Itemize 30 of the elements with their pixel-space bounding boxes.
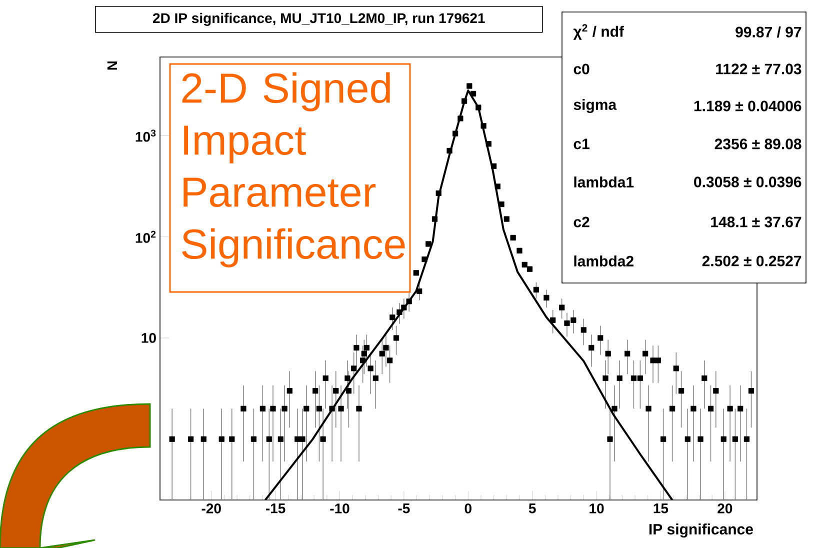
annotation: 2356 ± 89.08 <box>714 138 802 150</box>
annotation: lambda1 <box>574 176 634 188</box>
x-tick-label: 10 <box>590 504 604 514</box>
chart-title: 2D IP significance, MU_JT10_L2M0_IP, run 179621 <box>152 12 485 26</box>
x-tick-label: 15 <box>654 504 668 514</box>
x-tick-label: 0 <box>464 504 472 514</box>
annotation: 2.502 ± 0.2527 <box>702 256 802 266</box>
x-tick-label: -20 <box>202 504 221 514</box>
annotation: lambda2 <box>574 255 634 266</box>
y-axis-title: N <box>107 61 118 70</box>
annotation: 1.189 ± 0.04006 <box>694 100 802 112</box>
annotation: sigma <box>574 98 617 114</box>
y-tick-label: 10$^{3}$ <box>136 130 156 142</box>
x-tick-label: 5 <box>528 504 536 514</box>
x-tick-label: 20 <box>718 504 732 514</box>
y-tick-label: 10 <box>142 333 156 343</box>
annotation: 1122 ± 77.03 <box>716 64 802 74</box>
annotation: 148.1 ± 37.67 <box>711 216 802 228</box>
annotation: c1 <box>574 138 590 150</box>
annotation: c0 <box>574 64 590 74</box>
x-tick-label: -10 <box>330 504 350 514</box>
annotation: c2 <box>574 216 590 228</box>
text: 99.87 / 97 <box>736 26 802 38</box>
annotation: 2-D Signed Impact Parameter Significance <box>182 72 405 268</box>
text: χ$^{2}$ / ndf <box>573 24 624 40</box>
x-tick-label: -15 <box>266 504 286 514</box>
annotation: 0.3058 ± 0.0396 <box>694 176 802 188</box>
y-tick-label: 10$^{2}$ <box>136 230 156 243</box>
x-tick-label: -5 <box>398 504 410 514</box>
x-axis-title: IP significance <box>649 524 753 538</box>
